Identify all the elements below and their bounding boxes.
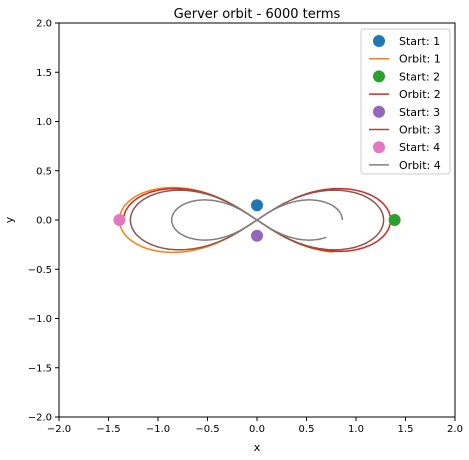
x-tick-label: 1.5 (398, 424, 414, 435)
y-tick-label: −1.0 (28, 314, 52, 325)
x-tick-label: 0.5 (299, 424, 315, 435)
legend-label: Start: 1 (399, 35, 440, 48)
y-tick-label: 1.5 (36, 68, 52, 79)
start-markers-layer (113, 199, 401, 242)
legend-marker (373, 70, 385, 83)
y-axis-ticks: −2.0 −1.5 −1.0 −0.5 0.0 0.5 1.0 1.5 2.0 (28, 19, 59, 424)
legend-label: Start: 2 (399, 70, 440, 83)
legend: Start: 1 Orbit: 1 Start: 2 Orbit: 2 Start: 3… (360, 28, 451, 175)
legend-label: Start: 3 (399, 106, 440, 119)
legend-marker (373, 105, 385, 118)
y-tick-label: −2.0 (28, 413, 52, 424)
legend-label: Orbit: 2 (399, 88, 441, 101)
x-tick-label: −1.5 (96, 424, 120, 435)
y-tick-label: 2.0 (36, 19, 52, 30)
x-tick-label: −2.0 (47, 424, 71, 435)
orbit-line-4 (170, 199, 344, 241)
x-tick-label: 0.0 (249, 424, 265, 435)
y-tick-label: −0.5 (28, 265, 52, 276)
legend-marker (373, 35, 385, 47)
start-marker-1 (251, 199, 263, 212)
legend-marker (373, 141, 385, 154)
legend-label: Orbit: 1 (399, 53, 441, 66)
chart-title: Gerver orbit - 6000 terms (174, 7, 341, 22)
x-tick-label: −1.0 (146, 424, 170, 435)
x-axis-label: x (254, 441, 261, 454)
start-marker-2 (388, 214, 401, 226)
y-axis-label: y (3, 216, 16, 223)
x-tick-label: 1.0 (348, 424, 364, 435)
y-tick-label: 0.0 (36, 216, 52, 227)
legend-label: Orbit: 4 (399, 159, 441, 172)
y-tick-label: 1.0 (36, 117, 52, 128)
y-tick-label: 0.5 (36, 166, 52, 177)
legend-label: Orbit: 3 (399, 124, 441, 137)
x-tick-label: −0.5 (195, 424, 219, 435)
x-tick-label: 2.0 (447, 424, 463, 435)
orbits-layer (118, 186, 392, 254)
legend-label: Start: 4 (399, 141, 440, 154)
x-axis-ticks: −2.0 −1.5 −1.0 −0.5 0.0 0.5 1.0 1.5 2.0 (47, 417, 463, 435)
start-marker-3 (251, 229, 263, 242)
start-marker-4 (113, 214, 126, 226)
legend-box (360, 28, 451, 175)
y-tick-label: −1.5 (28, 363, 52, 374)
